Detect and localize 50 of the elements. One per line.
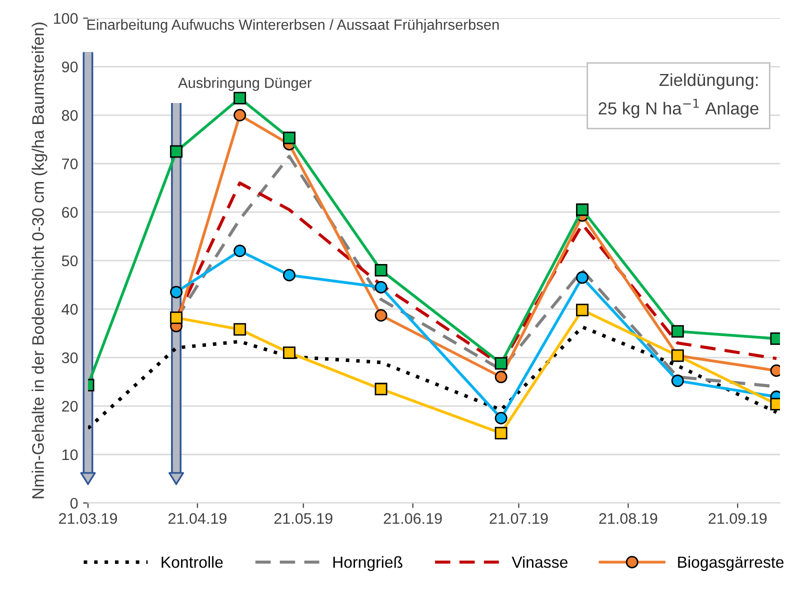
legend-label: Vinasse [512, 556, 568, 568]
point [170, 286, 183, 298]
legend-label: Biogasgärreste [678, 556, 784, 572]
point [170, 145, 183, 158]
point [374, 309, 388, 322]
y-tick-label: 80 [62, 110, 78, 121]
ref-line-label: Einarbeitung Aufwuchs Wintererbsen / Aussaat Frühjahrserbsen [87, 19, 499, 33]
y-tick-label: 40 [62, 304, 78, 315]
point [234, 244, 246, 258]
x-tick-label: 21.05.19 [274, 513, 332, 524]
point [494, 357, 508, 370]
line-series [88, 325, 778, 430]
y-tick-label: 90 [62, 62, 78, 72]
point [234, 323, 246, 336]
point [374, 382, 388, 396]
point [282, 132, 296, 144]
y-tick-label: 70 [62, 158, 78, 170]
point [282, 346, 296, 359]
x-tick-label: 21.04.19 [168, 513, 226, 524]
legend-label: Kontrolle [162, 556, 223, 568]
y-tick-label: 100 [54, 13, 78, 24]
point [671, 374, 684, 388]
x-tick-label: 21.08.19 [599, 513, 658, 524]
point [374, 264, 388, 277]
x-tick-label: 21.07.19 [490, 513, 548, 524]
point [494, 426, 508, 440]
point [282, 268, 296, 282]
y-tick-label: 10 [62, 449, 78, 460]
y-tick-label: 50 [62, 255, 78, 266]
point [170, 312, 183, 324]
point [576, 271, 589, 284]
point [576, 203, 589, 216]
x-tick-label: 21.06.19 [384, 513, 442, 524]
y-tick-label: 30 [62, 352, 78, 364]
y-tick-label: 20 [62, 400, 78, 412]
point [234, 108, 246, 122]
x-tick-label: 21.09.19 [708, 513, 767, 524]
point [494, 370, 508, 384]
point [576, 304, 589, 316]
point [494, 412, 508, 424]
point [671, 325, 684, 338]
y-tick-label: 0 [70, 498, 78, 509]
point [374, 280, 388, 294]
x-tick-label: 21.03.19 [59, 513, 118, 524]
annotation: Zieldüngung: 25 kg N ha$^{−1}$ Anlage [598, 73, 758, 118]
legend-label: Horngrieß [333, 556, 402, 572]
y-tick-label: 60 [62, 206, 78, 218]
point [234, 92, 246, 104]
y-axis-title: Nmin-Gehalte in der Bodenschicht 0-30 cm (kg/ha Baumstreifen) [32, 22, 48, 498]
ref-line-label: Ausbringung Dünger [178, 77, 312, 91]
